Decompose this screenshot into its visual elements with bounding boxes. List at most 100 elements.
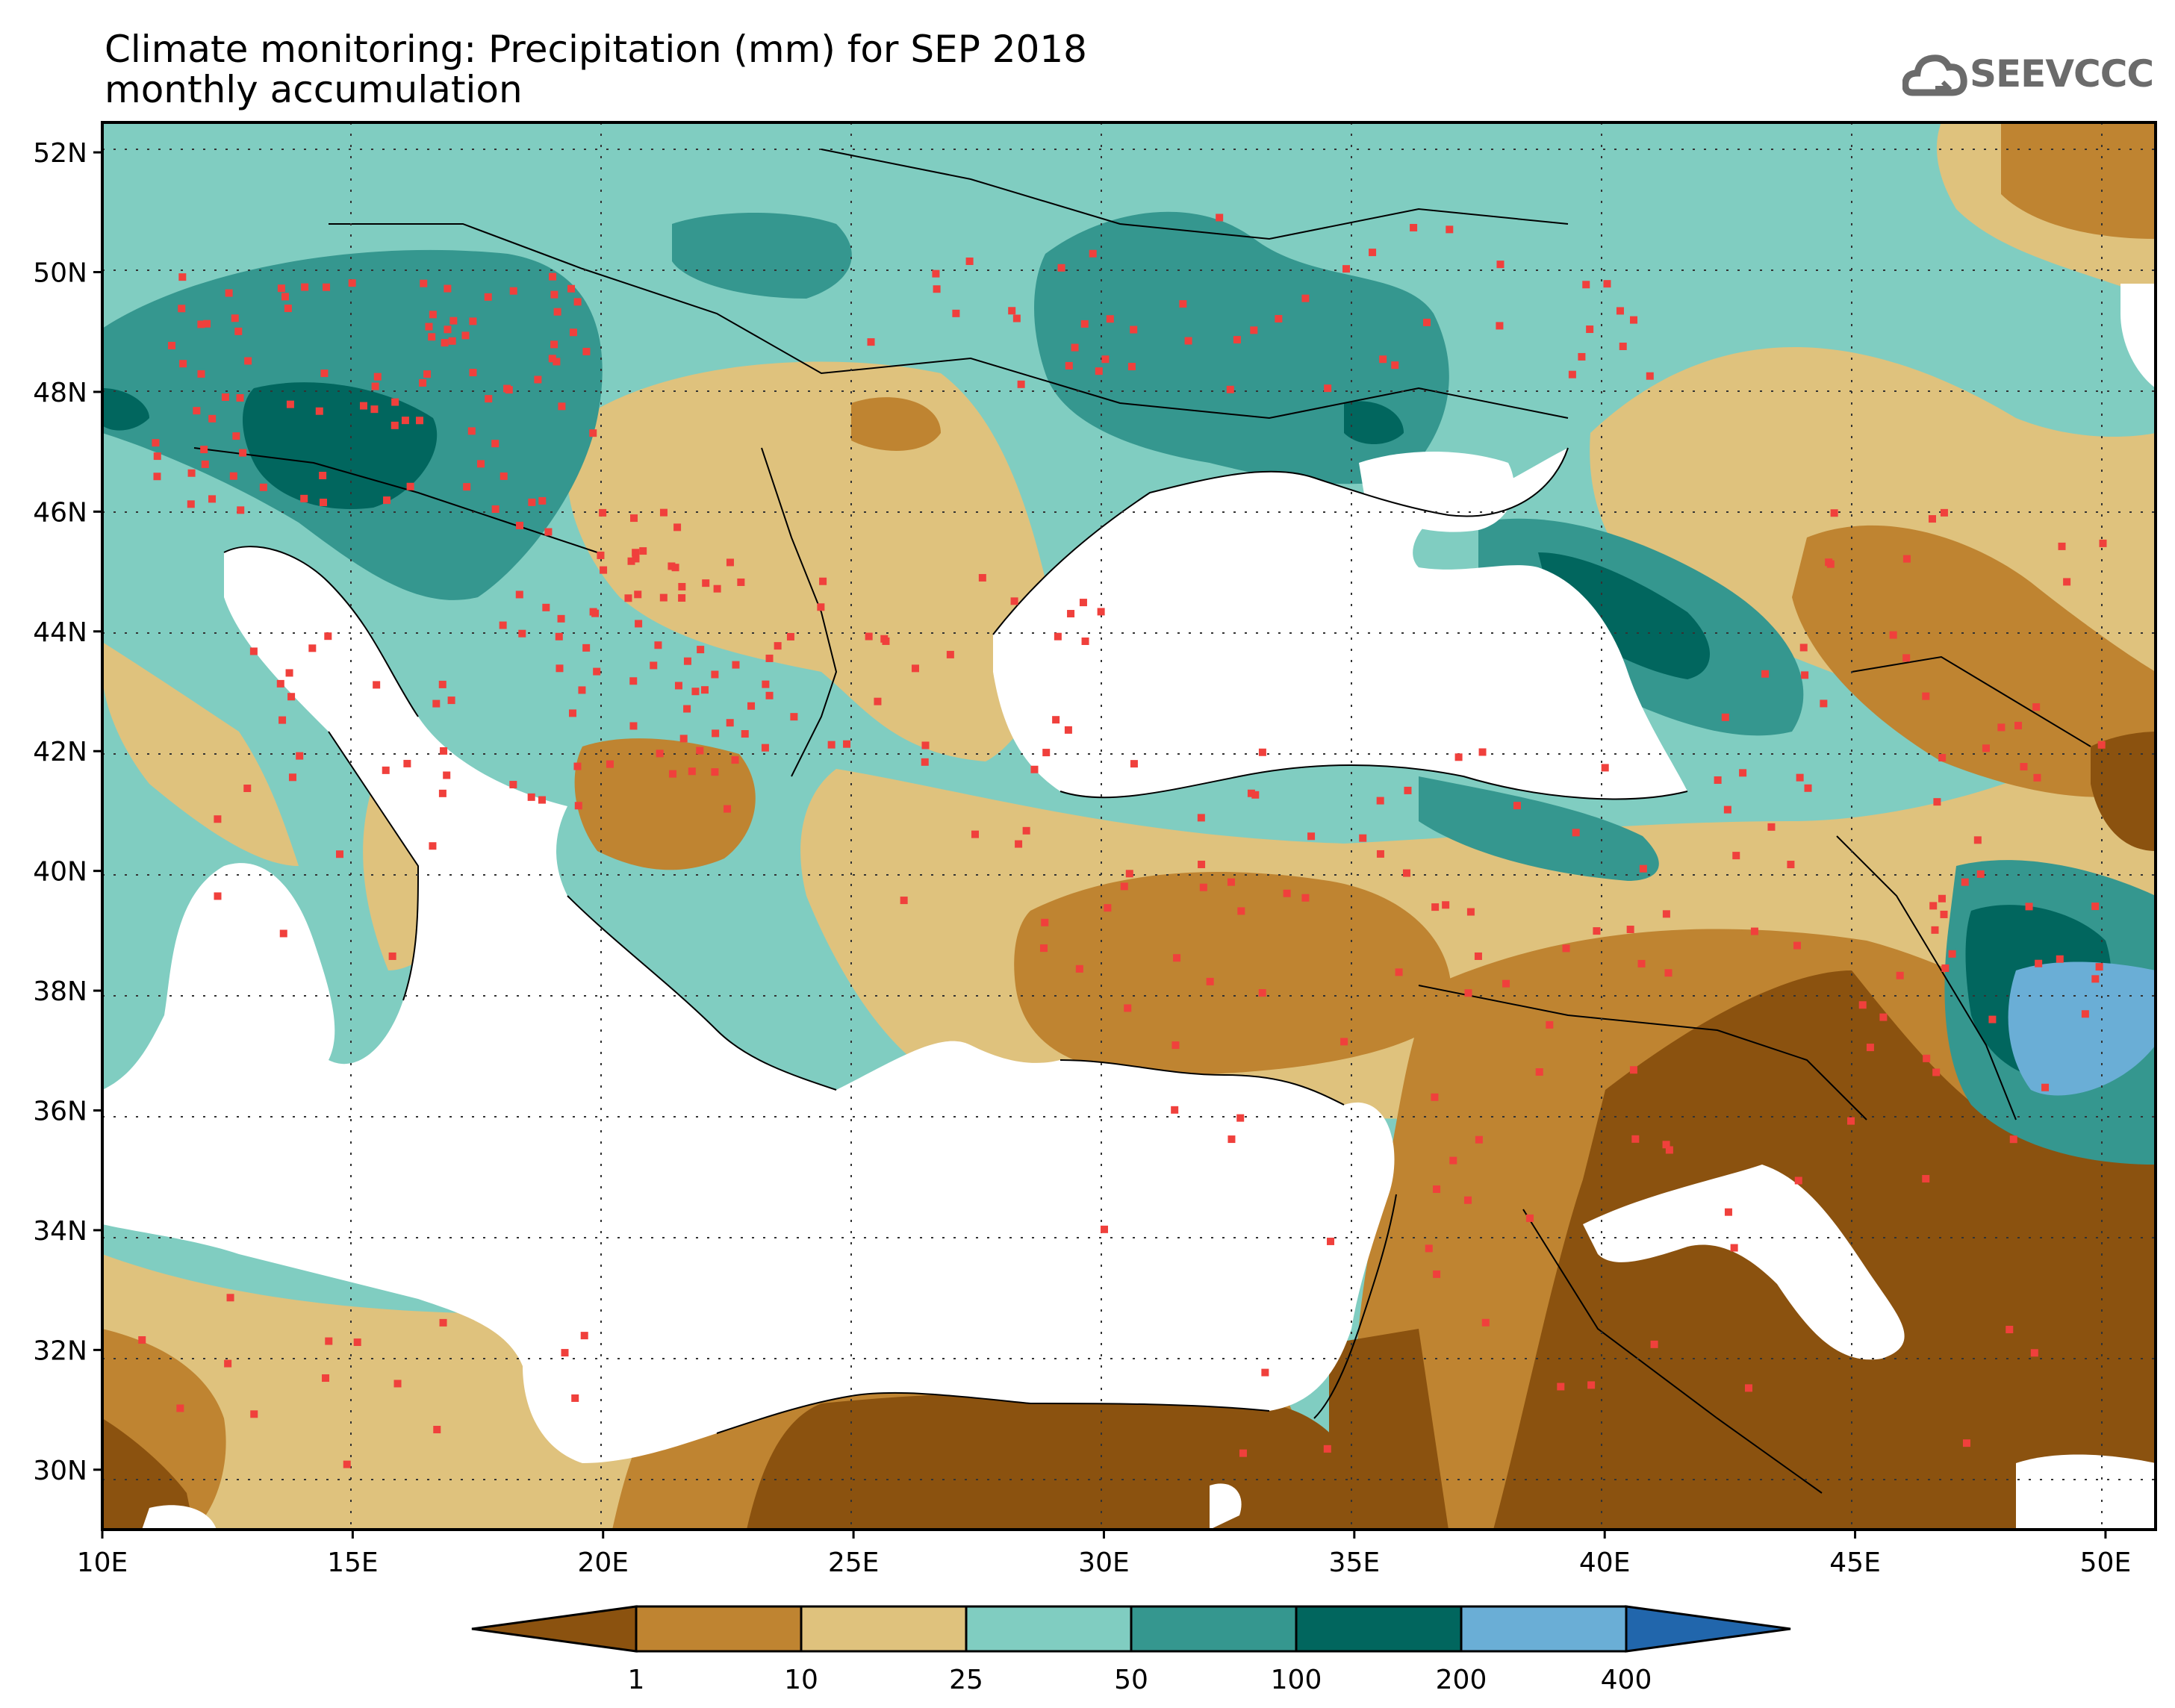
station-marker xyxy=(1106,315,1114,323)
station-marker xyxy=(589,429,597,437)
station-marker xyxy=(1478,748,1487,756)
station-marker xyxy=(774,642,782,650)
station-marker xyxy=(1721,713,1729,721)
station-marker xyxy=(635,620,643,628)
station-marker xyxy=(1502,979,1510,988)
station-marker xyxy=(978,573,986,582)
colorbar-label: 50 xyxy=(1114,1665,1148,1695)
station-marker xyxy=(2014,721,2023,729)
station-marker xyxy=(632,549,640,557)
station-marker xyxy=(1639,864,1647,873)
station-marker xyxy=(2097,741,2106,749)
station-marker xyxy=(528,498,536,506)
station-marker xyxy=(433,1426,441,1434)
station-marker xyxy=(197,320,205,328)
station-marker xyxy=(443,771,451,779)
station-marker xyxy=(406,482,414,490)
station-marker xyxy=(2041,1083,2050,1091)
station-marker xyxy=(1794,1176,1802,1185)
station-marker xyxy=(683,657,691,665)
station-marker xyxy=(1626,926,1634,934)
station-marker xyxy=(1929,902,1938,910)
station-marker xyxy=(1586,325,1594,334)
station-marker xyxy=(1801,671,1809,679)
station-marker xyxy=(315,407,323,415)
lon-tick-label: 45E xyxy=(1829,1548,1881,1578)
station-marker xyxy=(726,719,734,727)
station-marker xyxy=(448,337,456,345)
station-marker xyxy=(243,785,252,793)
station-marker xyxy=(1587,1381,1596,1389)
station-marker xyxy=(2091,975,2100,983)
station-marker xyxy=(221,393,229,402)
station-marker xyxy=(762,680,770,688)
station-marker xyxy=(711,768,719,776)
colorbar-label: 200 xyxy=(1436,1665,1487,1695)
colorbar-box xyxy=(1130,1605,1298,1653)
station-marker xyxy=(1258,748,1266,756)
station-marker xyxy=(208,414,217,423)
station-marker xyxy=(499,621,507,629)
station-marker xyxy=(432,699,441,708)
station-marker xyxy=(1057,264,1065,272)
station-marker xyxy=(1745,1384,1753,1392)
station-marker xyxy=(1446,225,1454,234)
station-marker xyxy=(1619,342,1627,350)
station-marker xyxy=(697,646,705,654)
station-marker xyxy=(674,682,682,690)
station-marker xyxy=(214,892,222,900)
station-marker xyxy=(843,740,851,748)
station-marker xyxy=(1582,281,1590,289)
station-marker xyxy=(656,749,664,758)
station-marker xyxy=(1402,869,1410,877)
map-panel xyxy=(102,122,2156,1530)
station-marker xyxy=(599,508,607,517)
station-marker xyxy=(1283,889,1291,897)
lat-tick-label: 50N xyxy=(33,258,87,289)
station-marker xyxy=(469,317,477,325)
station-marker xyxy=(1171,1041,1180,1050)
station-marker xyxy=(343,1460,351,1468)
station-marker xyxy=(582,643,591,652)
lon-tick-label: 20E xyxy=(577,1548,629,1578)
station-marker xyxy=(1787,861,1795,869)
station-marker xyxy=(1015,840,1023,848)
station-marker xyxy=(500,472,508,480)
station-marker xyxy=(606,760,614,768)
station-marker xyxy=(1496,322,1504,330)
lat-tick-label: 48N xyxy=(33,378,87,408)
station-marker xyxy=(324,632,332,640)
station-marker xyxy=(865,632,873,640)
sea-mask xyxy=(102,284,2156,1530)
station-marker xyxy=(557,614,565,623)
station-marker xyxy=(971,830,979,838)
station-marker xyxy=(383,496,391,505)
station-marker xyxy=(741,730,749,738)
station-marker xyxy=(900,897,908,905)
station-marker xyxy=(568,709,576,717)
station-marker xyxy=(300,494,308,502)
colorbar-label: 100 xyxy=(1271,1665,1322,1695)
station-marker xyxy=(2056,955,2064,963)
station-marker xyxy=(1662,1141,1670,1149)
station-marker xyxy=(1008,307,1016,315)
station-marker xyxy=(1630,316,1638,324)
station-marker xyxy=(731,756,739,764)
station-marker xyxy=(634,590,642,599)
lon-tick-label: 10E xyxy=(77,1548,128,1578)
station-marker xyxy=(1948,950,1956,958)
station-marker xyxy=(747,702,756,710)
station-marker xyxy=(449,317,458,325)
station-marker xyxy=(1796,773,1804,782)
station-marker xyxy=(1938,894,1946,903)
station-marker xyxy=(1064,726,1072,734)
lat-tick-label: 36N xyxy=(33,1097,87,1127)
station-marker xyxy=(1261,1368,1269,1377)
station-marker xyxy=(527,793,535,801)
station-marker xyxy=(1750,927,1758,935)
station-marker xyxy=(732,661,740,669)
station-marker xyxy=(1359,834,1367,842)
station-marker xyxy=(1022,826,1030,835)
station-marker xyxy=(1889,631,1897,639)
station-marker xyxy=(1464,989,1472,997)
